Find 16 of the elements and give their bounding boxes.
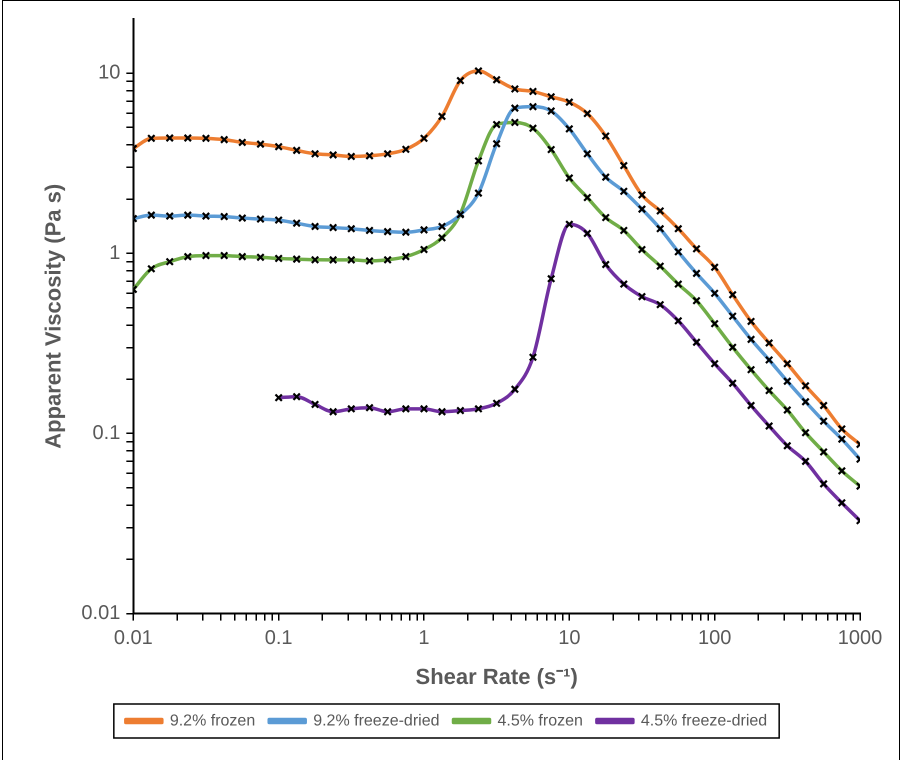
- y-tick-label: 10: [98, 62, 120, 84]
- y-tick-label: 1: [109, 242, 120, 264]
- x-tick-label: 0.01: [114, 627, 153, 650]
- x-tick-label: 10: [558, 627, 580, 650]
- legend-label: 4.5% freeze-dried: [640, 712, 768, 730]
- legend-label: 4.5% frozen: [498, 712, 583, 730]
- x-axis-title: Shear Rate (s⁻¹): [416, 664, 578, 689]
- legend-label: 9.2% frozen: [170, 712, 256, 730]
- legend-label: 9.2% freeze-dried: [313, 712, 440, 730]
- x-tick-label: 1000: [838, 627, 882, 650]
- y-tick-label: 0.1: [92, 422, 120, 444]
- y-tick-label: 0.01: [81, 602, 120, 624]
- x-tick-label: 100: [698, 627, 732, 650]
- x-tick-label: 0.1: [264, 627, 293, 650]
- x-tick-label: 1: [418, 627, 430, 650]
- y-axis-title: Apparent Viscosity (Pa s): [40, 184, 66, 449]
